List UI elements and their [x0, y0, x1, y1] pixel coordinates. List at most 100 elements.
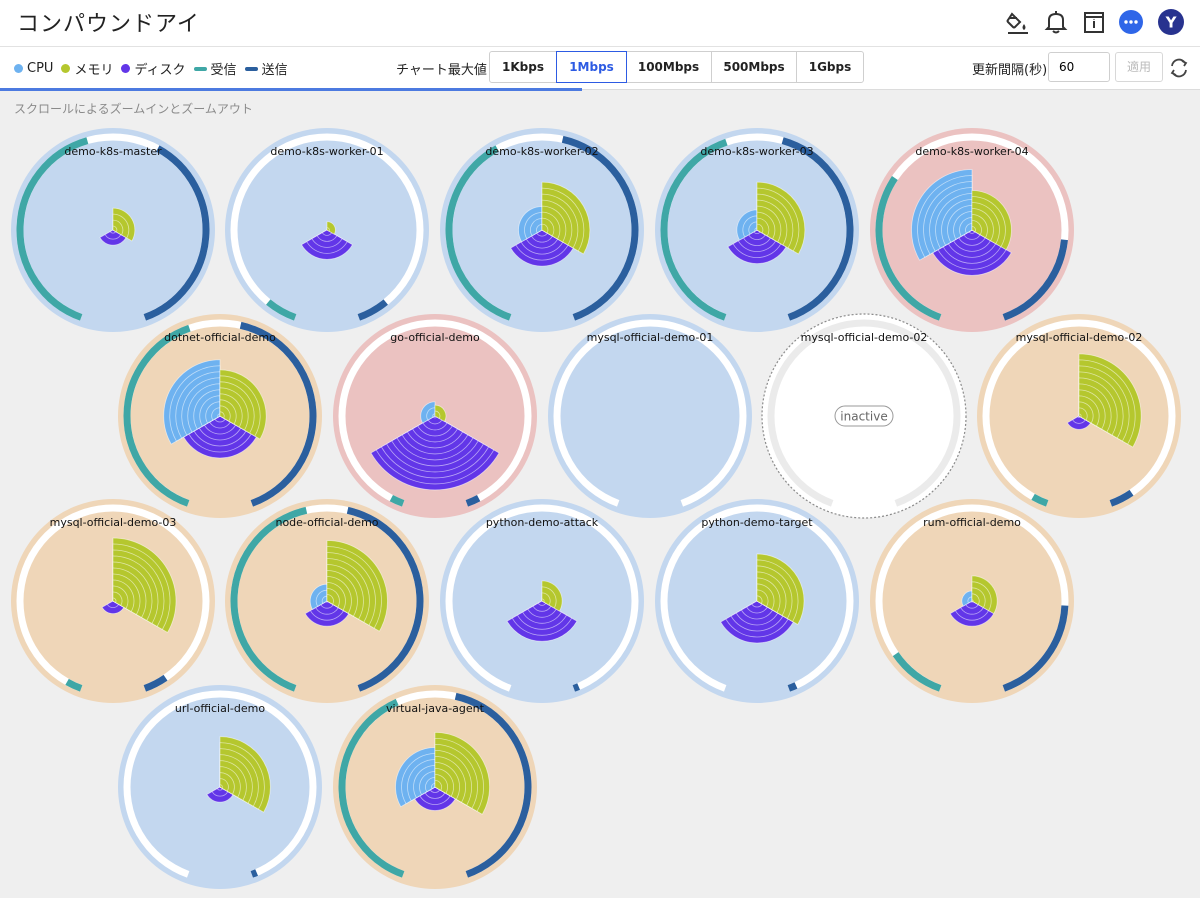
recv-arc: [266, 299, 297, 321]
node-name-label: demo-k8s-worker-01: [270, 145, 383, 158]
send-arc: [357, 299, 388, 321]
node-url-official-demo[interactable]: url-official-demo: [118, 685, 322, 889]
node-mysql-official-demo-02[interactable]: mysql-official-demo-02: [977, 314, 1181, 518]
inactive-label: inactive: [840, 410, 887, 424]
legend: CPU メモリ ディスク 受信 送信: [14, 59, 296, 78]
cpu-sector: [395, 747, 436, 808]
node-name-label: mysql-official-demo-03: [50, 516, 177, 529]
node-name-label: dotnet-official-demo: [164, 331, 276, 344]
node-dotnet-official-demo[interactable]: dotnet-official-demo: [118, 314, 322, 518]
legend-label: CPU: [27, 61, 54, 76]
header-bar: コンパウンドアイ Y: [0, 0, 1200, 47]
node-name-label: demo-k8s-worker-02: [485, 145, 598, 158]
recv-arc: [660, 138, 728, 321]
chart-max-label: チャート最大値: [396, 63, 487, 78]
send-bar-icon: [244, 66, 258, 71]
node-virtual-java-agent[interactable]: virtual-java-agent: [333, 685, 537, 889]
node-demo-k8s-worker-03[interactable]: demo-k8s-worker-03: [655, 128, 859, 332]
legend-item-disk[interactable]: ディスク: [121, 59, 186, 78]
node-name-label: mysql-official-demo-02: [1016, 331, 1143, 344]
refresh-icon[interactable]: [1168, 57, 1190, 79]
send-arc: [143, 145, 210, 321]
chart-max-option-500mbps[interactable]: 500Mbps: [712, 52, 797, 82]
send-ring-track: [649, 319, 747, 507]
memory-sector: [541, 580, 563, 612]
send-arc: [1002, 239, 1068, 321]
send-ring-track: [434, 319, 532, 507]
apply-button[interactable]: 適用: [1115, 52, 1163, 82]
memory-sector: [112, 537, 177, 634]
node-demo-k8s-worker-04[interactable]: demo-k8s-worker-04: [870, 128, 1074, 332]
node-name-label: mysql-official-demo-01: [587, 331, 714, 344]
memory-sector: [756, 181, 806, 255]
send-ring-track: [756, 504, 854, 692]
info-panel-icon[interactable]: [1080, 8, 1108, 36]
cpu-sector: [736, 209, 758, 241]
memory-sector: [326, 221, 336, 235]
send-arc: [572, 683, 581, 692]
send-ring-track: [326, 133, 424, 321]
legend-label: メモリ: [74, 63, 114, 78]
node-node-official-demo[interactable]: node-official-demo: [225, 499, 429, 703]
bell-icon[interactable]: [1042, 8, 1070, 36]
recv-arc: [230, 506, 308, 692]
send-arc: [561, 135, 639, 321]
send-arc: [787, 682, 798, 692]
memory-sector: [1078, 353, 1142, 448]
node-name-label: demo-k8s-worker-04: [915, 145, 1028, 158]
recv-ring-track: [230, 133, 328, 321]
node-mysql-official-demo-01[interactable]: mysql-official-demo-01: [548, 314, 752, 518]
node-name-label: demo-k8s-master: [64, 145, 162, 158]
node-demo-k8s-worker-02[interactable]: demo-k8s-worker-02: [440, 128, 644, 332]
refresh-interval-input[interactable]: [1048, 52, 1110, 82]
send-arc: [143, 674, 168, 692]
cpu-sector: [518, 206, 543, 243]
zoom-hint: スクロールによるズームインとズームアウト: [14, 102, 253, 116]
legend-item-memory[interactable]: メモリ: [61, 59, 113, 78]
node-mysql-official-demo-02[interactable]: inactive mysql-official-demo-02: [761, 313, 967, 519]
node-demo-k8s-master[interactable]: demo-k8s-master: [11, 128, 215, 332]
refresh-interval-label: 更新間隔(秒): [972, 63, 1048, 78]
paint-bucket-icon[interactable]: [1004, 8, 1032, 36]
node-name-label: node-official-demo: [275, 516, 378, 529]
legend-item-recv[interactable]: 受信: [193, 59, 237, 78]
node-mysql-official-demo-03[interactable]: mysql-official-demo-03: [11, 499, 215, 703]
chat-icon[interactable]: [1117, 8, 1145, 36]
node-python-demo-target[interactable]: python-demo-target: [655, 499, 859, 703]
send-arc: [346, 506, 424, 692]
send-arc: [781, 137, 854, 321]
node-rum-official-demo[interactable]: rum-official-demo: [870, 499, 1074, 703]
cpu-sector: [309, 583, 328, 610]
recv-arc: [338, 698, 405, 878]
memory-dot-icon: [61, 64, 71, 73]
memory-sector: [112, 207, 136, 242]
send-ring-track: [863, 319, 961, 507]
legend-label: ディスク: [134, 63, 186, 78]
memory-sector: [219, 736, 271, 813]
recv-bar-icon: [193, 66, 207, 71]
memory-sector: [219, 369, 267, 440]
recv-ring-track: [16, 504, 114, 692]
recv-ring-track: [553, 319, 651, 507]
node-name-label: mysql-official-demo-02: [801, 331, 928, 344]
node-name-label: demo-k8s-worker-03: [700, 145, 813, 158]
legend-item-cpu[interactable]: CPU: [14, 59, 53, 78]
chart-max-option-1gbps[interactable]: 1Gbps: [808, 60, 852, 74]
chart-max-option-100mbps[interactable]: 100Mbps: [626, 52, 712, 82]
legend-item-send[interactable]: 送信: [244, 59, 288, 78]
node-python-demo-attack[interactable]: python-demo-attack: [440, 499, 644, 703]
node-name-label: python-demo-target: [701, 516, 813, 529]
node-name-label: url-official-demo: [175, 702, 265, 715]
memory-sector: [434, 731, 490, 815]
node-bg: [548, 314, 752, 518]
recv-ring-track: [660, 504, 758, 692]
avatar[interactable]: Y: [1157, 8, 1185, 36]
node-demo-k8s-worker-01[interactable]: demo-k8s-worker-01: [225, 128, 429, 332]
node-go-official-demo[interactable]: go-official-demo: [333, 314, 537, 518]
recv-arc: [389, 494, 405, 507]
chart-max-option-1mbps[interactable]: 1Mbps: [556, 51, 627, 83]
memory-sector: [434, 404, 447, 423]
node-name-label: virtual-java-agent: [386, 702, 485, 715]
refresh-progress-bar: [0, 88, 582, 91]
recv-arc: [65, 678, 83, 692]
